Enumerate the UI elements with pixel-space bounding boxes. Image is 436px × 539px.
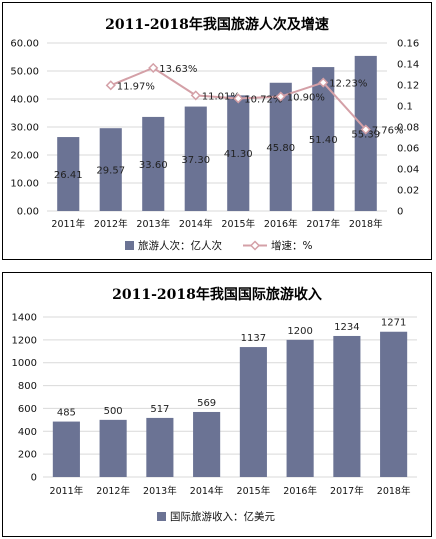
- bar-value-label: 26.41: [54, 170, 83, 181]
- bar: [380, 331, 408, 477]
- bar: [142, 116, 165, 211]
- legend-marker-growth: [249, 240, 261, 251]
- y-tick-label: 600: [18, 404, 37, 415]
- x-tick-label: 2011年: [50, 485, 84, 497]
- y-left-tick-label: 20.00: [10, 151, 39, 162]
- bar-value-label: 29.57: [96, 166, 125, 177]
- y-tick-label: 800: [18, 381, 37, 392]
- bar-value-label: 1271: [381, 318, 406, 329]
- legend-swatch-revenue: [157, 512, 166, 521]
- y-tick-label: 1200: [12, 335, 37, 346]
- growth-value-label: 7.76%: [372, 126, 404, 137]
- chart-title: 2011-2018年我国国际旅游收入: [112, 286, 322, 303]
- x-tick-label: 2015年: [221, 218, 255, 230]
- chart-panel-tourism-revenue: 2011-2018年我国国际旅游收入 0 200 400 600 800 1000 1200 1…: [2, 272, 432, 537]
- y-right-tick-label: 0.08: [397, 123, 419, 134]
- growth-marker: [318, 77, 329, 88]
- bar: [146, 417, 174, 477]
- chart-tourist-trips: 2011-2018年我国旅游人次及增速 0.00 10.00 20.00 30.00 40…: [10, 16, 419, 252]
- y-right-tick-label: 0.02: [397, 186, 419, 197]
- bar: [269, 82, 292, 211]
- y-right-tick-label: 0.1: [397, 102, 413, 113]
- x-tick-label: 2014年: [179, 218, 213, 230]
- bar-value-label: 485: [57, 408, 76, 419]
- growth-value-label: 12.23%: [329, 79, 367, 90]
- bar: [99, 419, 127, 477]
- bar-value-label: 37.30: [181, 155, 210, 166]
- x-tick-label: 2012年: [96, 485, 130, 497]
- bar-value-label: 517: [150, 404, 169, 415]
- bar-value-label: 1234: [334, 322, 359, 333]
- y-left-tick-label: 60.00: [10, 39, 39, 50]
- growth-value-label: 11.97%: [117, 81, 155, 92]
- y-right-tick-label: 0.06: [397, 144, 419, 155]
- growth-value-label: 10.72%: [244, 94, 282, 105]
- x-tick-label: 2016年: [264, 218, 298, 230]
- growth-marker: [190, 90, 201, 101]
- bar-value-label: 569: [197, 398, 216, 409]
- legend-label-trips: 旅游人次：亿人次: [138, 239, 222, 252]
- growth-value-label: 11.01%: [202, 91, 240, 102]
- x-tick-label: 2017年: [306, 218, 340, 230]
- legend-label-growth: 增速：%: [271, 239, 312, 252]
- bar: [239, 347, 267, 477]
- x-tick-label: 2011年: [51, 218, 85, 230]
- chart-panel-tourist-trips: 2011-2018年我国旅游人次及增速 0.00 10.00 20.00 30.00 40…: [2, 2, 432, 260]
- y-left-tick-label: 40.00: [10, 95, 39, 106]
- bar: [57, 137, 80, 211]
- bar: [286, 339, 314, 477]
- x-tick-label: 2012年: [94, 218, 128, 230]
- y-tick-label: 200: [18, 450, 37, 461]
- x-tick-label: 2018年: [349, 218, 383, 230]
- y-left-tick-label: 50.00: [10, 67, 39, 78]
- legend-swatch-trips: [125, 241, 134, 250]
- growth-marker: [105, 80, 116, 91]
- legend-label-revenue: 国际旅游收入：亿美元: [170, 510, 275, 523]
- x-tick-label: 2017年: [330, 485, 364, 497]
- growth-marker: [275, 91, 286, 102]
- bar: [99, 128, 122, 211]
- y-right-tick-label: 0.16: [397, 39, 419, 50]
- x-tick-label: 2013年: [143, 485, 177, 497]
- growth-marker: [233, 93, 244, 104]
- y-tick-label: 1000: [12, 358, 37, 369]
- y-right-tick-label: 0: [397, 207, 403, 218]
- y-tick-label: 400: [18, 427, 37, 438]
- x-tick-label: 2018年: [377, 485, 411, 497]
- growth-marker: [148, 62, 159, 73]
- x-tick-label: 2015年: [237, 485, 271, 497]
- bar: [227, 95, 250, 211]
- y-left-tick-label: 10.00: [10, 179, 39, 190]
- y-tick-label: 1400: [12, 313, 37, 324]
- growth-marker: [360, 124, 371, 135]
- bar-value-label: 55.39: [351, 129, 380, 140]
- bar-value-label: 1200: [287, 326, 312, 337]
- bar: [52, 421, 80, 477]
- bar: [193, 411, 221, 477]
- bar-value-label: 51.40: [309, 135, 338, 146]
- bar-value-label: 500: [104, 406, 123, 417]
- y-right-tick-label: 0.12: [397, 81, 419, 92]
- growth-value-label: 10.90%: [287, 93, 325, 104]
- chart-tourism-revenue: 2011-2018年我国国际旅游收入 0 200 400 600 800 1000 1200 1…: [12, 286, 417, 523]
- y-tick-label: 0: [31, 473, 37, 484]
- bar-value-label: 33.60: [139, 160, 168, 171]
- bar: [333, 335, 361, 477]
- y-right-tick-label: 0.14: [397, 60, 419, 71]
- bar: [184, 106, 207, 211]
- x-tick-label: 2014年: [190, 485, 224, 497]
- bar-value-label: 45.80: [266, 143, 295, 154]
- bar-value-label: 41.30: [224, 149, 253, 160]
- y-left-tick-label: 30.00: [10, 123, 39, 134]
- growth-value-label: 13.63%: [159, 64, 197, 75]
- chart-title: 2011-2018年我国旅游人次及增速: [105, 16, 329, 33]
- x-tick-label: 2013年: [136, 218, 170, 230]
- x-tick-label: 2016年: [283, 485, 317, 497]
- y-right-tick-label: 0.04: [397, 165, 419, 176]
- y-left-tick-label: 0.00: [17, 207, 39, 218]
- bar-value-label: 1137: [241, 333, 266, 344]
- bar: [312, 67, 335, 211]
